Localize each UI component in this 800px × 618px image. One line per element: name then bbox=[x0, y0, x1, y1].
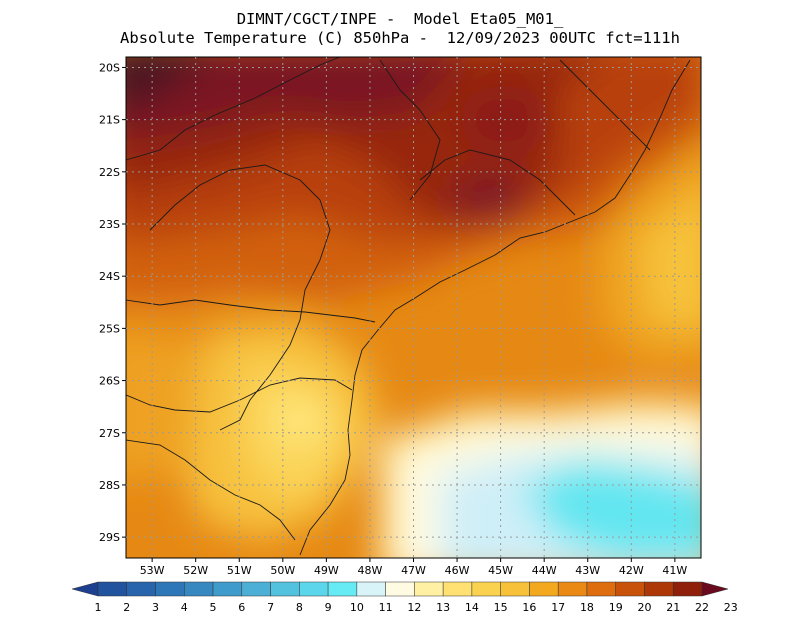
colorbar-label: 18 bbox=[580, 601, 594, 614]
lon-tick-label: 45W bbox=[488, 564, 513, 577]
lon-tick-label: 41W bbox=[662, 564, 687, 577]
colorbar-swatch bbox=[184, 581, 214, 597]
lat-tick-label: 24S bbox=[99, 270, 120, 283]
lon-tick-label: 48W bbox=[358, 564, 383, 577]
colorbar-label: 6 bbox=[238, 601, 245, 614]
colorbar-swatch bbox=[356, 581, 386, 597]
colorbar-label: 7 bbox=[267, 601, 274, 614]
lon-tick-label: 53W bbox=[140, 564, 165, 577]
lat-tick-label: 21S bbox=[99, 114, 120, 127]
colorbar-swatch bbox=[212, 581, 243, 597]
colorbar-swatch bbox=[155, 581, 185, 597]
colorbar-swatch bbox=[414, 581, 444, 597]
colorbar-swatch bbox=[385, 581, 415, 597]
colorbar-swatch bbox=[615, 581, 645, 597]
colorbar-label: 4 bbox=[181, 601, 188, 614]
colorbar-swatch bbox=[97, 581, 128, 597]
coastline-and-borders bbox=[126, 57, 691, 556]
lon-tick-label: 44W bbox=[532, 564, 557, 577]
lat-tick-label: 26S bbox=[99, 375, 120, 388]
colorbar-label: 19 bbox=[609, 601, 623, 614]
colorbar-swatch bbox=[327, 581, 358, 597]
chart-title-line2: Absolute Temperature (C) 850hPa - 12/09/… bbox=[120, 29, 680, 47]
lon-tick-label: 49W bbox=[314, 564, 339, 577]
colorbar-swatch bbox=[672, 581, 703, 597]
lat-tick-label: 27S bbox=[99, 427, 120, 440]
colorbar-label: 23 bbox=[724, 601, 738, 614]
lon-tick-label: 47W bbox=[401, 564, 426, 577]
colorbar-label: 11 bbox=[379, 601, 393, 614]
colorbar-swatch bbox=[500, 581, 530, 597]
lat-tick-label: 23S bbox=[99, 218, 120, 231]
colorbar-label: 16 bbox=[522, 601, 536, 614]
colorbar-swatch bbox=[586, 581, 616, 597]
lon-tick-label: 50W bbox=[270, 564, 295, 577]
colorbar-label: 14 bbox=[465, 601, 479, 614]
colorbar-swatch bbox=[241, 581, 271, 597]
lon-tick-label: 51W bbox=[227, 564, 252, 577]
colorbar-label: 13 bbox=[436, 601, 450, 614]
lat-tick-label: 28S bbox=[99, 479, 120, 492]
colorbar-label: 5 bbox=[210, 601, 217, 614]
colorbar-label: 20 bbox=[637, 601, 651, 614]
lon-tick-label: 52W bbox=[183, 564, 208, 577]
colorbar-label: 2 bbox=[123, 601, 130, 614]
lon-tick-label: 43W bbox=[575, 564, 600, 577]
colorbar-arrow-low bbox=[71, 581, 99, 597]
lon-tick-label: 46W bbox=[445, 564, 470, 577]
colorbar-arrow-high bbox=[701, 581, 729, 597]
colorbar-label: 22 bbox=[695, 601, 709, 614]
colorbar-swatch bbox=[471, 581, 501, 597]
colorbar-swatch bbox=[126, 581, 156, 597]
colorbar-swatch bbox=[299, 581, 329, 597]
colorbar-swatch bbox=[529, 581, 559, 597]
lon-tick-label: 42W bbox=[619, 564, 644, 577]
colorbar-label: 1 bbox=[95, 601, 102, 614]
colorbar: 1 2 3 4 5 6 7 8 9 10 11 12 13 14 15 16 17 18 19 20 21 22 23 bbox=[71, 581, 738, 614]
colorbar-swatch bbox=[557, 581, 588, 597]
temperature-field bbox=[126, 57, 701, 558]
chart-title-line1: DIMNT/CGCT/INPE - Model Eta05_M01_ bbox=[236, 10, 564, 28]
lat-tick-label: 29S bbox=[99, 531, 120, 544]
colorbar-label: 17 bbox=[551, 601, 565, 614]
colorbar-label: 21 bbox=[666, 601, 680, 614]
colorbar-swatch bbox=[442, 581, 473, 597]
colorbar-label: 9 bbox=[325, 601, 332, 614]
colorbar-label: 3 bbox=[152, 601, 159, 614]
latitude-tick-labels: 20S 21S 22S 23S 24S 25S 26S 27S 28S 29S bbox=[99, 61, 126, 544]
colorbar-label: 15 bbox=[494, 601, 508, 614]
lat-tick-label: 25S bbox=[99, 322, 120, 335]
colorbar-label: 10 bbox=[350, 601, 364, 614]
longitude-tick-labels: 53W 52W 51W 50W 49W 48W 47W 46W 45W 44W 43W 42W 41W bbox=[140, 558, 687, 577]
colorbar-label: 12 bbox=[407, 601, 421, 614]
lat-tick-label: 20S bbox=[99, 61, 120, 74]
lat-tick-label: 22S bbox=[99, 166, 120, 179]
colorbar-label: 8 bbox=[296, 601, 303, 614]
colorbar-swatch bbox=[270, 581, 300, 597]
colorbar-swatch bbox=[644, 581, 674, 597]
